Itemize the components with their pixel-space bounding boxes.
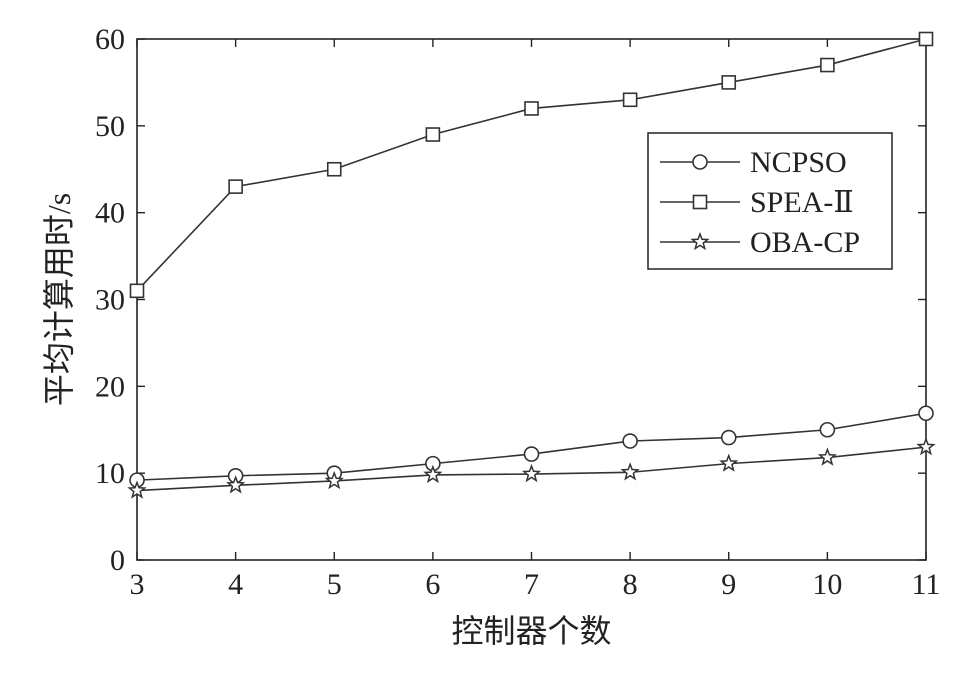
- data-point-star: [817, 447, 837, 466]
- data-point-star: [423, 464, 443, 484]
- x-tick-label: 5: [327, 568, 342, 601]
- legend-marker-circle: [692, 154, 708, 170]
- x-tick-label: 9: [721, 568, 736, 601]
- y-tick-label: 50: [95, 110, 125, 143]
- legend-box: [647, 132, 893, 270]
- legend-label: NCPSO: [750, 146, 847, 179]
- data-point-square: [326, 161, 342, 177]
- data-point-square: [820, 57, 835, 73]
- legend-marker-square: [692, 194, 708, 210]
- x-tick-label: 10: [812, 568, 842, 601]
- x-tick-label: 4: [228, 568, 243, 601]
- data-point-star: [324, 470, 344, 490]
- data-point-circle: [622, 433, 638, 449]
- legend-marker-star: [690, 231, 710, 251]
- data-point-star: [226, 475, 246, 494]
- data-point-square: [228, 179, 243, 194]
- data-point-star: [916, 437, 936, 456]
- axis-ticks: 3 4 5 6 7 8 9 10 11 0 10 20 30 40 50 60: [95, 23, 940, 601]
- legend-label: SPEA-Ⅱ: [750, 186, 854, 219]
- series-star: [127, 437, 936, 499]
- x-tick-label: 11: [912, 568, 941, 601]
- data-point-star: [521, 463, 542, 483]
- legend-entry: SPEA-Ⅱ: [660, 186, 854, 219]
- data-point-star: [719, 453, 739, 472]
- data-point-circle: [523, 446, 540, 462]
- plot-frame: [136, 38, 927, 561]
- x-tick-label: 3: [130, 568, 145, 601]
- legend-label: OBA-CP: [750, 226, 860, 259]
- legend-entry: OBA-CP: [660, 226, 860, 259]
- y-tick-label: 40: [95, 197, 125, 230]
- data-point-circle: [918, 405, 934, 422]
- series-layer: [127, 31, 936, 499]
- x-tick-label: 7: [524, 568, 539, 601]
- data-point-star: [620, 462, 640, 481]
- data-point-square: [918, 31, 934, 47]
- x-tick-label: 6: [425, 568, 440, 601]
- data-point-square: [622, 92, 638, 108]
- data-point-circle: [819, 421, 836, 438]
- data-point-star: [127, 480, 147, 499]
- y-tick-label: 20: [95, 370, 125, 403]
- legend-entry: NCPSO: [660, 146, 847, 179]
- data-point-square: [721, 75, 737, 90]
- legend: NCPSO SPEA-Ⅱ OBA-CP: [647, 132, 893, 270]
- y-tick-label: 10: [95, 457, 125, 490]
- x-axis-label: 控制器个数: [451, 613, 611, 649]
- y-tick-label: 60: [95, 23, 125, 56]
- data-point-circle: [720, 429, 737, 446]
- data-point-square: [524, 101, 539, 116]
- x-tick-label: 8: [623, 568, 638, 601]
- series-square: [129, 31, 934, 299]
- y-axis-label: 平均计算用时/s: [41, 193, 77, 406]
- data-point-square: [425, 127, 441, 142]
- y-tick-label: 30: [95, 284, 125, 317]
- data-point-square: [129, 283, 145, 299]
- y-tick-label: 0: [110, 544, 125, 577]
